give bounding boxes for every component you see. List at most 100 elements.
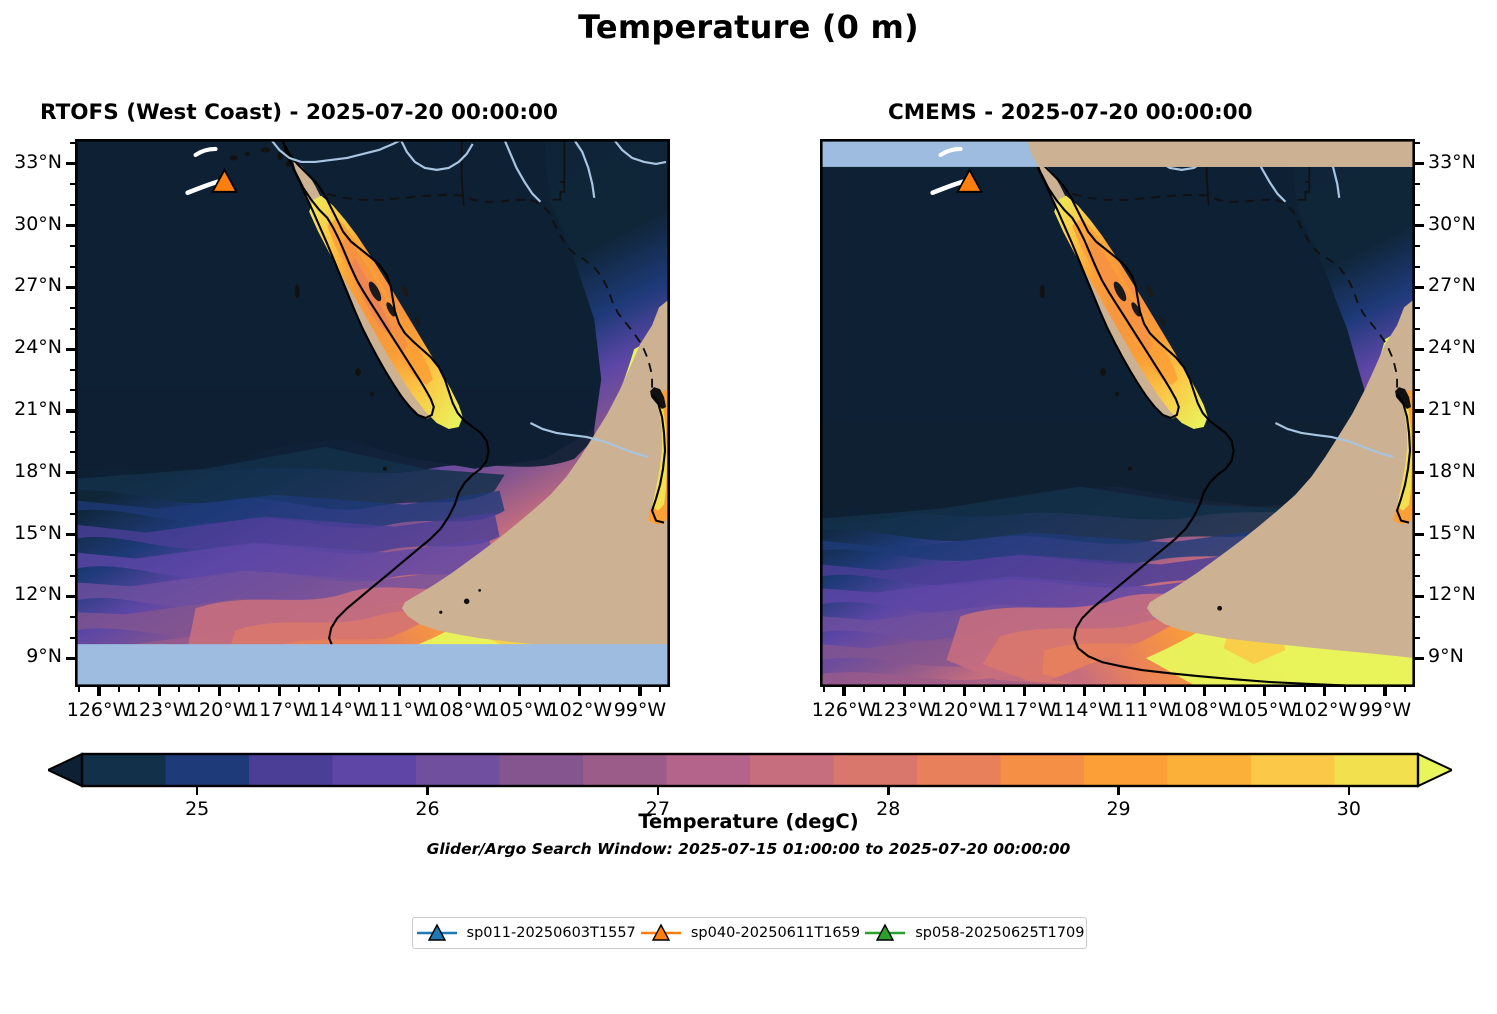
xtick-label-0-8: 102°W	[547, 699, 613, 721]
ytick-mark-0-3	[66, 347, 75, 351]
ytick-minor-1-22	[1415, 389, 1420, 392]
xtick-mark-0-9	[638, 687, 642, 696]
xtick-minor-1--109	[1183, 687, 1186, 692]
xtick-mark-1-1	[902, 687, 906, 696]
ytick-minor-0-19	[70, 451, 75, 454]
ytick-minor-0-20	[70, 430, 75, 433]
xtick-label-1-6: 108°W	[1172, 699, 1237, 721]
colorbar-band-7	[666, 754, 751, 786]
ytick-minor-1-34	[1415, 142, 1420, 145]
panel-title-rtofs: RTOFS (West Coast) - 2025-07-20 00:00:00	[40, 100, 558, 125]
xtick-minor-0--124	[138, 687, 141, 692]
ytick-minor-0-14	[70, 554, 75, 557]
xtick-minor-1--124	[883, 687, 886, 692]
xtick-minor-0--98	[658, 687, 661, 692]
glider-legend[interactable]: sp011-20250603T1557 sp040-20250611T1659 sp…	[412, 917, 1087, 949]
ytick-minor-1-11	[1415, 615, 1420, 618]
colorbar-tick-mark-4	[1117, 786, 1120, 795]
ytick-mark-1-1	[1415, 223, 1424, 228]
xtick-label-0-3: 117°W	[247, 699, 312, 721]
xtick-minor-0--104	[538, 687, 541, 692]
ytick-minor-0-13	[70, 574, 75, 577]
colorbar-tick-label-1: 26	[415, 798, 440, 820]
colorbar-tick-label-0: 25	[185, 798, 210, 820]
ytick-minor-0-22	[70, 389, 75, 392]
ytick-minor-1-13	[1415, 574, 1420, 577]
ytick-minor-1-23	[1415, 368, 1420, 371]
ytick-label-0-5: 18°N	[14, 459, 62, 482]
xtick-mark-1-6	[1203, 687, 1207, 696]
xtick-label-0-4: 114°W	[307, 699, 372, 721]
xtick-label-1-7: 105°W	[1232, 699, 1298, 721]
xtick-mark-0-8	[578, 687, 582, 696]
colorbar-tick-mark-3	[886, 786, 890, 795]
legend-marker-icon-2	[865, 923, 906, 941]
ytick-label-1-3: 24°N	[1428, 336, 1476, 359]
map-panel-cmems[interactable]	[820, 139, 1415, 687]
ytick-label-1-8: 9°N	[1428, 645, 1464, 668]
colorbar-band-5	[499, 754, 584, 786]
ytick-mark-0-7	[66, 594, 75, 598]
xtick-minor-1--127	[823, 687, 825, 692]
colorbar-band-9	[833, 754, 918, 786]
xtick-mark-1-3	[1022, 687, 1026, 696]
ytick-minor-0-11	[70, 615, 75, 618]
xtick-minor-0--127	[78, 687, 80, 692]
ytick-label-1-7: 12°N	[1428, 583, 1476, 606]
ytick-label-0-1: 30°N	[14, 212, 62, 235]
ytick-mark-0-8	[66, 656, 75, 660]
ytick-mark-1-4	[1415, 409, 1424, 413]
xtick-minor-0--107	[478, 687, 481, 692]
ytick-label-1-0: 33°N	[1428, 150, 1476, 173]
ytick-mark-1-3	[1415, 347, 1424, 351]
ytick-label-1-6: 15°N	[1428, 521, 1476, 544]
colorbar-band-15	[1334, 754, 1419, 786]
search-window-note: Glider/Argo Search Window: 2025-07-15 01…	[426, 840, 1071, 858]
ytick-mark-1-5	[1415, 471, 1424, 475]
xtick-minor-0--116	[298, 687, 301, 692]
colorbar-band-3	[332, 754, 417, 786]
xtick-minor-0--106	[498, 687, 501, 692]
xtick-mark-0-2	[217, 687, 221, 696]
xtick-mark-1-2	[962, 687, 966, 696]
ytick-minor-0-25	[70, 327, 75, 330]
ytick-mark-0-6	[66, 532, 75, 537]
xtick-label-0-7: 105°W	[487, 699, 553, 721]
colorbar[interactable]	[48, 752, 1452, 788]
ytick-minor-0-28	[70, 265, 75, 268]
xtick-minor-0--115	[318, 687, 321, 692]
colorbar-tick-label-3: 28	[876, 798, 901, 820]
xtick-minor-1--110	[1163, 687, 1166, 692]
xtick-label-1-9: 99°W	[1358, 699, 1412, 721]
xtick-mark-0-3	[277, 687, 281, 696]
ytick-mark-1-6	[1415, 532, 1424, 537]
ytick-mark-0-0	[66, 162, 75, 166]
legend-item-1[interactable]: sp040-20250611T1659	[639, 922, 860, 944]
colorbar-band-8	[750, 754, 835, 786]
xtick-minor-0--101	[598, 687, 601, 692]
ytick-mark-0-1	[66, 223, 75, 228]
map-panel-rtofs[interactable]	[75, 139, 670, 687]
panel-title-cmems: CMEMS - 2025-07-20 00:00:00	[888, 100, 1253, 125]
xtick-label-1-1: 123°W	[871, 699, 937, 721]
xtick-minor-0--125	[118, 687, 121, 692]
glider-track-sp040-cmems	[930, 146, 965, 196]
xtick-label-0-2: 120°W	[186, 699, 252, 721]
ytick-minor-0-23	[70, 368, 75, 371]
ytick-minor-1-17	[1415, 492, 1420, 495]
colorbar-tick-label-2: 27	[645, 798, 670, 820]
xtick-minor-0--100	[618, 687, 621, 692]
legend-label-0: sp011-20250603T1557	[466, 925, 636, 941]
xtick-minor-0--109	[438, 687, 441, 692]
ytick-minor-1-14	[1415, 554, 1420, 557]
colorbar-extend-min	[48, 752, 83, 788]
legend-item-2[interactable]: sp058-20250625T1709	[863, 922, 1084, 944]
ytick-minor-0-34	[70, 142, 75, 145]
ytick-minor-0-10	[70, 636, 75, 639]
legend-item-0[interactable]: sp011-20250603T1557	[415, 922, 636, 944]
xtick-label-1-2: 120°W	[931, 699, 997, 721]
colorbar-band-14	[1251, 754, 1336, 786]
xtick-minor-1--113	[1103, 687, 1106, 692]
colorbar-band-6	[583, 754, 668, 786]
